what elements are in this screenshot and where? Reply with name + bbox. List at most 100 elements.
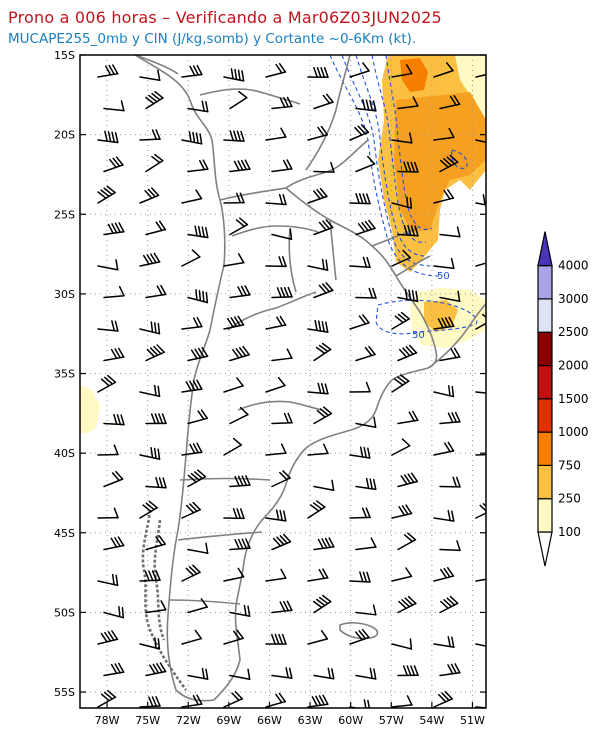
lon-label: 57W — [379, 714, 404, 727]
wind-barb — [139, 637, 161, 650]
wind-barb — [103, 222, 125, 236]
wind-barb — [145, 476, 167, 489]
wind-barb — [229, 285, 251, 299]
wind-barb — [313, 93, 334, 110]
wind-barb — [307, 500, 326, 519]
wind-barbs — [97, 62, 486, 708]
wind-barb — [139, 252, 161, 267]
wind-barb — [355, 537, 377, 551]
lon-label: 54W — [419, 714, 444, 727]
wind-barb — [97, 630, 119, 645]
wind-barb — [271, 159, 293, 173]
wind-barb — [439, 347, 461, 362]
wind-barb — [391, 374, 410, 393]
wind-barb — [223, 130, 245, 142]
wind-barb — [229, 217, 249, 236]
lon-label: 63W — [298, 714, 323, 727]
colorbar-segment — [537, 398, 553, 433]
wind-barb — [145, 344, 165, 362]
wind-barb — [103, 156, 124, 173]
wind-barb — [265, 377, 286, 393]
lat-label: 50S — [54, 606, 75, 619]
country-borders — [134, 55, 486, 702]
wind-barb — [349, 699, 371, 708]
wind-barb — [181, 316, 203, 330]
wind-barb — [187, 598, 208, 614]
wind-barb — [97, 374, 117, 393]
wind-barb — [181, 249, 201, 267]
wind-barb — [313, 342, 332, 362]
wind-barb — [433, 189, 455, 204]
wind-barb — [139, 69, 161, 81]
wind-barb — [187, 100, 209, 113]
wind-barb — [355, 99, 377, 112]
wind-barb — [271, 600, 293, 614]
latitude-labels: 15S 20S 25S 30S 35S 40S 45S 50S 55S — [54, 49, 486, 699]
wind-barb — [397, 665, 419, 677]
colorbar-label: 100 — [558, 525, 581, 539]
colorbar-segment — [537, 464, 553, 500]
wind-barb — [97, 320, 119, 332]
wind-barb — [439, 595, 459, 614]
wind-barb — [313, 219, 334, 236]
wind-barb — [439, 411, 461, 425]
cin-contour-label: 50 — [412, 330, 425, 341]
wind-barb — [187, 347, 209, 362]
wind-barb — [433, 127, 455, 141]
wind-barb — [355, 667, 377, 680]
wind-barb — [349, 124, 370, 141]
wind-barb — [229, 668, 251, 681]
wind-barb — [391, 638, 413, 650]
wind-barb — [307, 66, 329, 79]
map-content: 50 50 — [80, 55, 486, 708]
wind-barb — [181, 694, 203, 708]
lat-label: 55S — [54, 686, 75, 699]
wind-barb — [313, 479, 335, 491]
wind-barb — [139, 696, 161, 708]
wind-barb — [145, 413, 167, 425]
wind-barb — [97, 507, 119, 519]
wind-barb — [271, 667, 293, 679]
wind-barb — [307, 568, 329, 582]
wind-barb — [433, 635, 455, 648]
wind-barb — [145, 220, 167, 236]
wind-barb — [439, 226, 461, 238]
wind-barb — [139, 187, 160, 204]
lon-label: 75W — [135, 714, 160, 727]
wind-barb — [139, 447, 161, 460]
wind-barb — [355, 604, 377, 616]
colorbar-segment — [537, 265, 553, 300]
wind-barb — [475, 501, 486, 519]
wind-barb — [181, 189, 203, 204]
wind-barb — [181, 442, 203, 456]
wind-barb — [397, 96, 419, 110]
colorbar-upper-arrow — [537, 231, 553, 267]
wind-barb — [307, 629, 329, 645]
wind-barb — [181, 501, 201, 519]
wind-barb — [139, 384, 161, 398]
colorbar-segment — [537, 298, 553, 333]
wind-barb — [229, 604, 251, 617]
wind-barb — [181, 629, 202, 645]
wind-barb — [223, 192, 245, 204]
wind-barb — [355, 416, 377, 428]
wind-barb — [391, 311, 411, 330]
wind-barb — [439, 95, 461, 110]
cape-area-coast-west — [80, 385, 100, 434]
colorbar-label: 2500 — [558, 325, 589, 339]
wind-barb — [397, 288, 419, 303]
wind-barb — [187, 159, 209, 173]
wind-barb — [439, 663, 461, 677]
lat-label: 15S — [54, 49, 75, 62]
wind-barb — [139, 500, 158, 519]
wind-barb — [103, 100, 125, 112]
wind-barb — [349, 62, 370, 78]
wind-barb — [103, 662, 125, 677]
lat-label: 20S — [54, 129, 75, 142]
cin-contour-label: 50 — [437, 271, 450, 282]
wind-barb — [355, 155, 376, 173]
colorbar-lower-arrow — [537, 531, 553, 567]
wind-barb — [391, 695, 413, 708]
wind-barb — [349, 571, 371, 583]
